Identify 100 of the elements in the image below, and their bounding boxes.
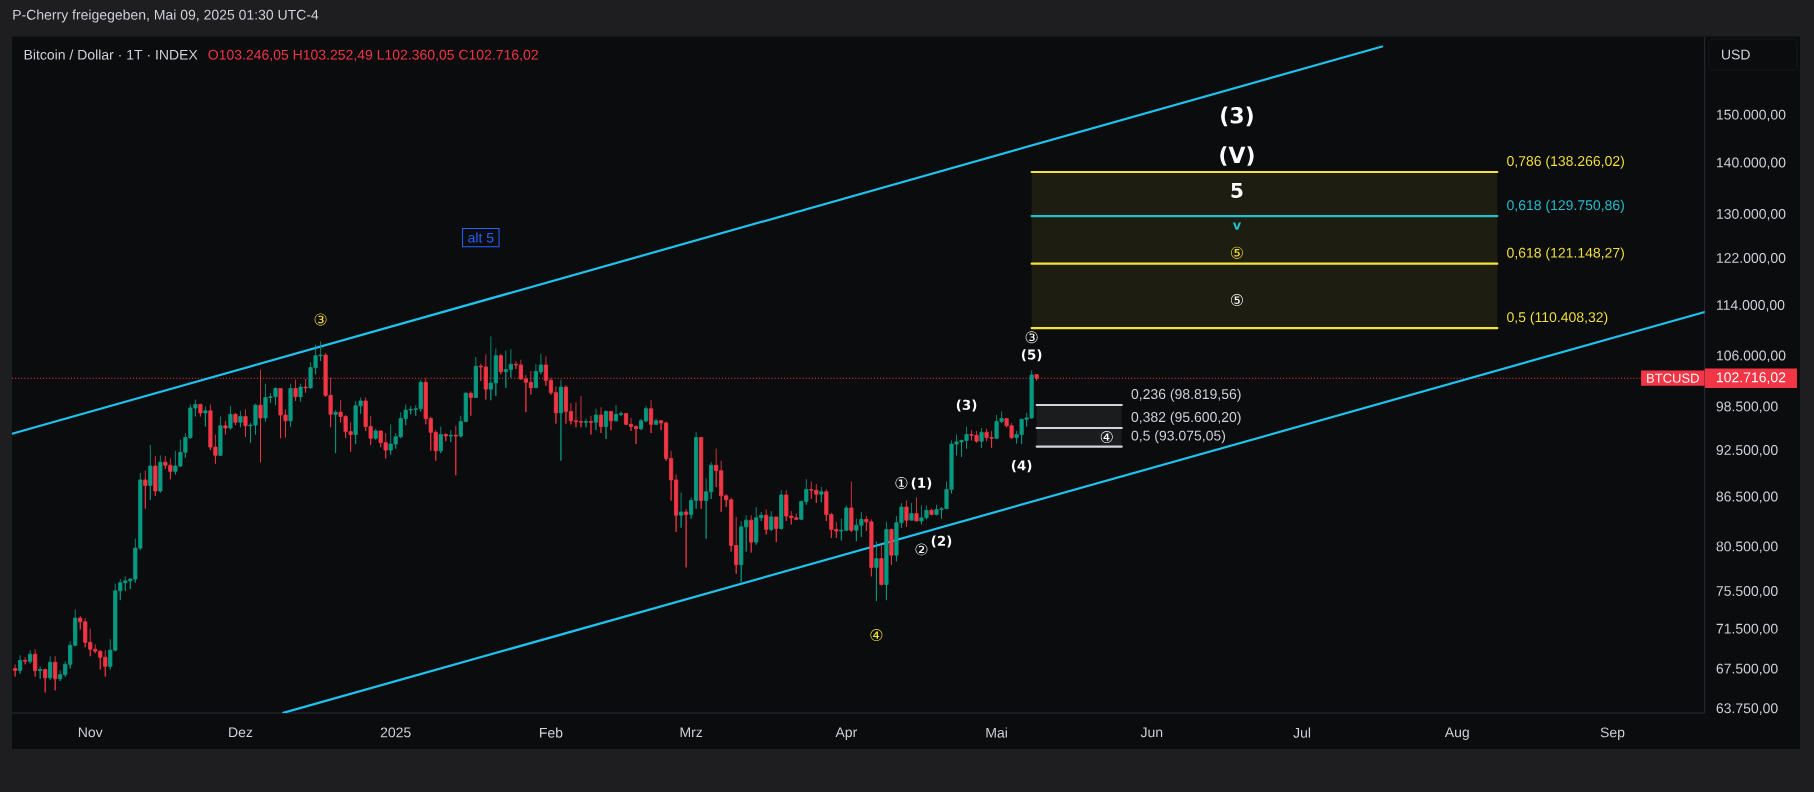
candlestick — [653, 418, 659, 426]
annotation: ⑤ — [1230, 294, 1243, 307]
candlestick — [764, 509, 769, 535]
y-tick-label: 67.500,00 — [1716, 663, 1778, 676]
annotation: (V) — [1220, 146, 1254, 166]
candlestick — [33, 648, 38, 678]
x-tick-label: Mrz — [680, 727, 703, 738]
candlestick — [774, 516, 779, 543]
annotation: (3) — [1221, 106, 1253, 127]
candlestick — [563, 384, 569, 425]
annotation: ④ — [1100, 431, 1113, 444]
candlestick — [23, 656, 28, 665]
candlestick — [38, 665, 43, 680]
annotation: ③ — [314, 313, 327, 326]
annotation: alt 5 — [468, 232, 494, 243]
annotation: 5 — [1231, 183, 1243, 198]
candlestick — [198, 403, 203, 417]
x-tick-label: Aug — [1444, 727, 1469, 740]
series-label: 0,786 (138.266,02) — [1507, 155, 1624, 169]
candlestick — [608, 410, 614, 431]
x-tick-label: Dez — [229, 727, 253, 738]
candlestick — [298, 383, 303, 403]
candlestick — [613, 404, 619, 422]
candlestick — [438, 426, 443, 454]
candlestick — [373, 428, 378, 441]
series-label: 0,618 (129.750,86) — [1507, 199, 1624, 213]
annotation: ④ — [870, 629, 883, 642]
x-tick-label: 2025 — [380, 727, 411, 738]
x-tick-label: Apr — [835, 727, 858, 740]
candlestick — [293, 379, 298, 402]
candlestick — [148, 444, 153, 501]
annotation: (4) — [1011, 460, 1032, 473]
candlestick — [473, 356, 478, 398]
candlestick — [18, 654, 23, 675]
candlestick — [699, 436, 704, 510]
candlestick — [679, 492, 684, 529]
series-label: 0,5 (93.075,05) — [1131, 430, 1226, 444]
y-tick-label: 122.000,00 — [1716, 253, 1786, 265]
candlestick — [53, 655, 58, 691]
candlestick — [448, 429, 453, 443]
x-tick-label: Jul — [1293, 727, 1311, 738]
candlestick — [929, 508, 934, 516]
candlestick — [203, 406, 208, 427]
x-tick-label: Feb — [540, 727, 563, 738]
candlestick — [43, 668, 48, 693]
y-tick-label: 150.000,00 — [1716, 109, 1786, 122]
candlestick — [914, 496, 919, 522]
candlestick — [453, 425, 458, 476]
x-tick-label: Nov — [78, 727, 103, 738]
candlestick — [819, 486, 824, 503]
candlestick — [583, 418, 589, 428]
annotation: (1) — [911, 477, 932, 490]
candlestick — [13, 663, 18, 678]
candlestick — [749, 514, 754, 554]
candlestick — [558, 379, 564, 462]
candlestick — [243, 408, 248, 438]
candlestick — [889, 528, 894, 566]
y-tick-label: 98.500,00 — [1716, 401, 1778, 414]
candlestick — [648, 399, 654, 434]
annotation: (3) — [956, 399, 977, 412]
series-label: 0,5 (110.408,32) — [1507, 311, 1608, 325]
candlestick — [874, 540, 879, 602]
candlestick — [48, 655, 53, 681]
ref-line-label: BTCUSD — [1647, 373, 1699, 383]
candlestick — [884, 521, 889, 601]
candlestick — [233, 412, 238, 426]
y-tick-label: 92.500,00 — [1716, 445, 1778, 457]
annotation: ③ — [1025, 331, 1038, 344]
annotation: ② — [915, 543, 928, 556]
series-label: 0,382 (95.600,20) — [1131, 411, 1241, 425]
candlestick — [223, 420, 228, 435]
series-label: 0,236 (98.819,56) — [1131, 388, 1241, 402]
y-tick-label: 106.000,00 — [1716, 350, 1786, 363]
candlestick — [593, 408, 599, 431]
y-tick-label: 86.500,00 — [1716, 491, 1778, 504]
candlestick — [598, 406, 604, 434]
text: O103.246,05 H103.252,49 L102.360,05 C102.716,02 — [208, 49, 538, 62]
candlestick — [288, 383, 293, 427]
candlestick — [603, 409, 609, 440]
y-tick-label: 71.500,00 — [1716, 623, 1778, 636]
candlestick — [333, 409, 338, 454]
candlestick — [769, 510, 774, 532]
candlestick — [468, 390, 473, 417]
y-tick-label: 140.000,00 — [1716, 157, 1786, 170]
annotation: v — [1232, 222, 1241, 230]
candlestick — [143, 470, 148, 510]
candlestick — [879, 544, 884, 586]
y-tick-label: 102.716,02 — [1716, 372, 1786, 384]
text: P-Cherry freigegeben, Mai 09, 2025 01:30 UTC-4 — [13, 9, 319, 23]
candlestick — [228, 405, 233, 430]
candlestick — [588, 415, 594, 435]
candlestick — [158, 454, 163, 493]
annotation: (5) — [1021, 349, 1042, 362]
candlestick — [578, 395, 584, 428]
x-tick-label: Sep — [1600, 727, 1625, 741]
candlestick — [909, 502, 914, 521]
annotation: (2) — [931, 535, 952, 548]
annotation: ① — [895, 477, 908, 489]
candlestick — [153, 455, 158, 497]
candlestick — [849, 481, 854, 533]
